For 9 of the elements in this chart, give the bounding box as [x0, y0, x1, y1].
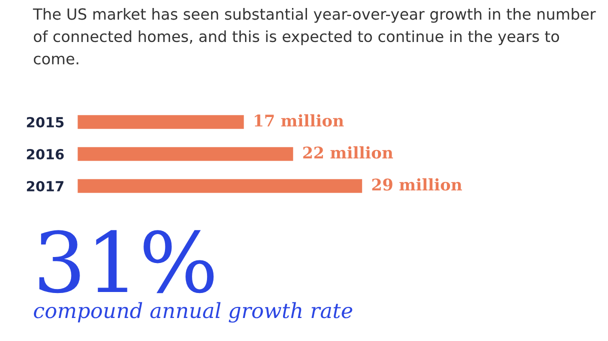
data-label: 22 million [303, 146, 394, 159]
data-label: 29 million [372, 178, 462, 191]
text: compound annual growth rate [34, 302, 352, 323]
y-tick-label: 2017 [26, 180, 64, 192]
data-label: 17 million [254, 114, 344, 127]
y-tick-label: 2015 [26, 116, 64, 128]
y-tick-label: 2016 [26, 148, 64, 160]
text: 31% [39, 230, 214, 294]
chart-title: The US market has seen substantial year-over-year growth in the number of connected homes, and this is expected to continue in the years to come. [32, 8, 596, 64]
